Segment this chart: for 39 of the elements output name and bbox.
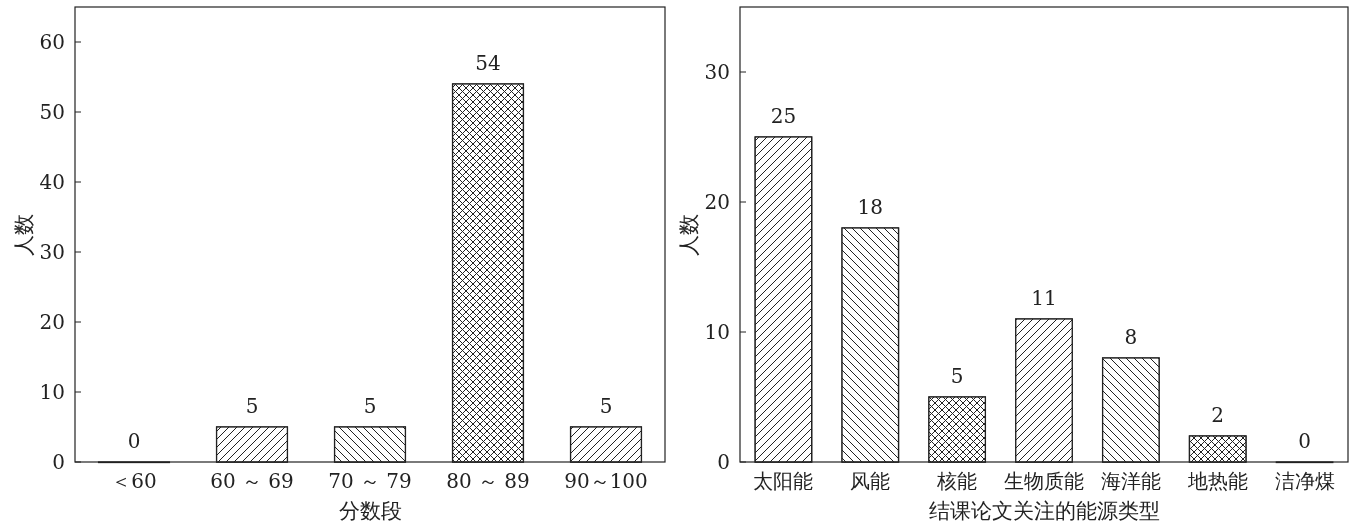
data-label: 54	[475, 51, 501, 75]
x-tick-label: 太阳能	[753, 469, 814, 493]
y-axis-title: 人数	[12, 213, 36, 256]
x-tick-label: 地热能	[1186, 469, 1248, 493]
data-label: 18	[857, 195, 884, 219]
data-label: 5	[950, 364, 964, 388]
y-tick-label: 20	[39, 310, 65, 334]
x-tick-label: 生物质能	[1004, 469, 1084, 493]
data-label: 2	[1211, 403, 1225, 427]
y-tick-label: 30	[704, 60, 730, 84]
data-label: 8	[1124, 325, 1138, 349]
x-tick-label: 洁净煤	[1274, 469, 1335, 493]
x-axis-title: 分数段	[338, 499, 402, 523]
data-label: 0	[127, 429, 141, 453]
x-tick-label: 90～100	[564, 469, 648, 493]
x-tick-label: 海洋能	[1100, 469, 1161, 493]
y-tick-label: 60	[39, 30, 65, 54]
data-label: 0	[1298, 429, 1311, 453]
x-axis-title: 结课论文关注的能源类型	[928, 499, 1160, 523]
y-tick-label: 50	[39, 100, 65, 124]
x-tick-label: 60 ～ 69	[210, 469, 294, 493]
data-label: 5	[599, 394, 613, 418]
y-tick-label: 10	[39, 380, 65, 404]
data-label: 25	[770, 104, 797, 128]
data-label: 5	[245, 394, 259, 418]
y-tick-label: 30	[39, 240, 65, 264]
data-label: 5	[363, 394, 377, 418]
data-label: 11	[1031, 286, 1057, 310]
x-tick-label: ＜60	[111, 469, 157, 493]
x-tick-label: 70 ～ 79	[328, 469, 412, 493]
x-tick-label: 核能	[936, 469, 978, 493]
y-tick-label: 20	[704, 190, 730, 214]
y-tick-label: 0	[52, 450, 65, 474]
y-tick-label: 40	[39, 170, 65, 194]
y-tick-label: 10	[704, 320, 730, 344]
y-tick-label: 0	[717, 450, 730, 474]
x-tick-label: 80 ～ 89	[446, 469, 530, 493]
y-axis-title: 人数	[677, 213, 701, 256]
x-tick-label: 风能	[850, 469, 891, 493]
